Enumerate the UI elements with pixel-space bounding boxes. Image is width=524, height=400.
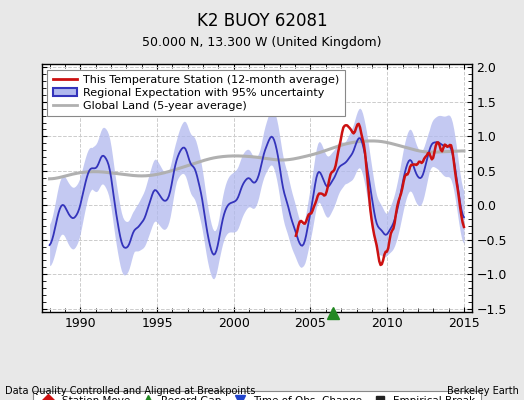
Legend: Station Move, Record Gap, Time of Obs. Change, Empirical Break: Station Move, Record Gap, Time of Obs. C…: [33, 390, 481, 400]
Text: K2 BUOY 62081: K2 BUOY 62081: [196, 12, 328, 30]
Text: Berkeley Earth: Berkeley Earth: [447, 386, 519, 396]
Text: 50.000 N, 13.300 W (United Kingdom): 50.000 N, 13.300 W (United Kingdom): [142, 36, 382, 49]
Text: Data Quality Controlled and Aligned at Breakpoints: Data Quality Controlled and Aligned at B…: [5, 386, 256, 396]
